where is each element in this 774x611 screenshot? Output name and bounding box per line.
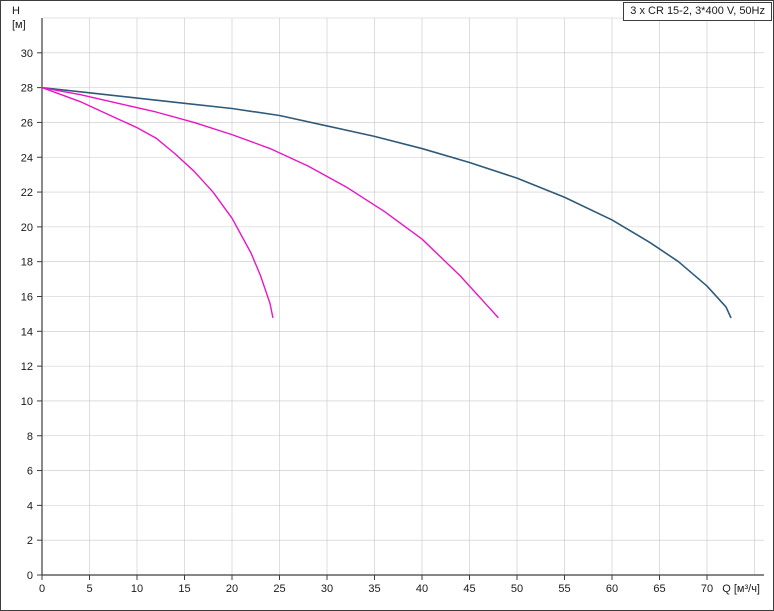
chart-info-box: 3 x CR 15-2, 3*400 V, 50Hz: [623, 2, 772, 21]
x-tick-label: 45: [463, 583, 475, 595]
y-tick-label: 22: [21, 187, 33, 199]
x-tick-label: 60: [606, 583, 618, 595]
y-tick-label: 12: [21, 361, 33, 373]
x-tick-label: 10: [131, 583, 143, 595]
x-tick-label: 5: [86, 583, 92, 595]
curve-3-pumps: [42, 88, 731, 318]
chart-svg: 0510152025303540455055606570024681012141…: [0, 0, 774, 611]
y-axis-label-h: H: [12, 5, 20, 17]
y-tick-label: 2: [27, 535, 33, 547]
x-tick-label: 55: [558, 583, 570, 595]
curve-1-pump: [42, 88, 273, 318]
x-tick-label: 35: [368, 583, 380, 595]
x-tick-label: 65: [653, 583, 665, 595]
y-tick-label: 20: [21, 222, 33, 234]
y-tick-label: 10: [21, 396, 33, 408]
curve-2-pumps: [42, 88, 498, 318]
y-tick-label: 26: [21, 117, 33, 129]
y-tick-label: 6: [27, 466, 33, 478]
y-tick-label: 14: [21, 326, 33, 338]
y-tick-label: 28: [21, 83, 33, 95]
y-axis-label-unit: [м]: [12, 19, 26, 31]
x-tick-label: 70: [701, 583, 713, 595]
x-tick-label: 50: [511, 583, 523, 595]
y-tick-label: 30: [21, 48, 33, 60]
y-tick-label: 8: [27, 431, 33, 443]
y-tick-label: 16: [21, 292, 33, 304]
x-tick-label: 40: [416, 583, 428, 595]
x-axis-label: Q [м³/ч]: [722, 583, 760, 595]
y-tick-label: 18: [21, 257, 33, 269]
y-tick-label: 4: [27, 500, 33, 512]
pump-curve-chart: 0510152025303540455055606570024681012141…: [0, 0, 774, 611]
x-tick-label: 0: [39, 583, 45, 595]
y-tick-label: 0: [27, 570, 33, 582]
y-tick-label: 24: [21, 152, 33, 164]
x-tick-label: 25: [273, 583, 285, 595]
x-tick-label: 20: [226, 583, 238, 595]
x-tick-label: 15: [178, 583, 190, 595]
x-tick-label: 30: [321, 583, 333, 595]
